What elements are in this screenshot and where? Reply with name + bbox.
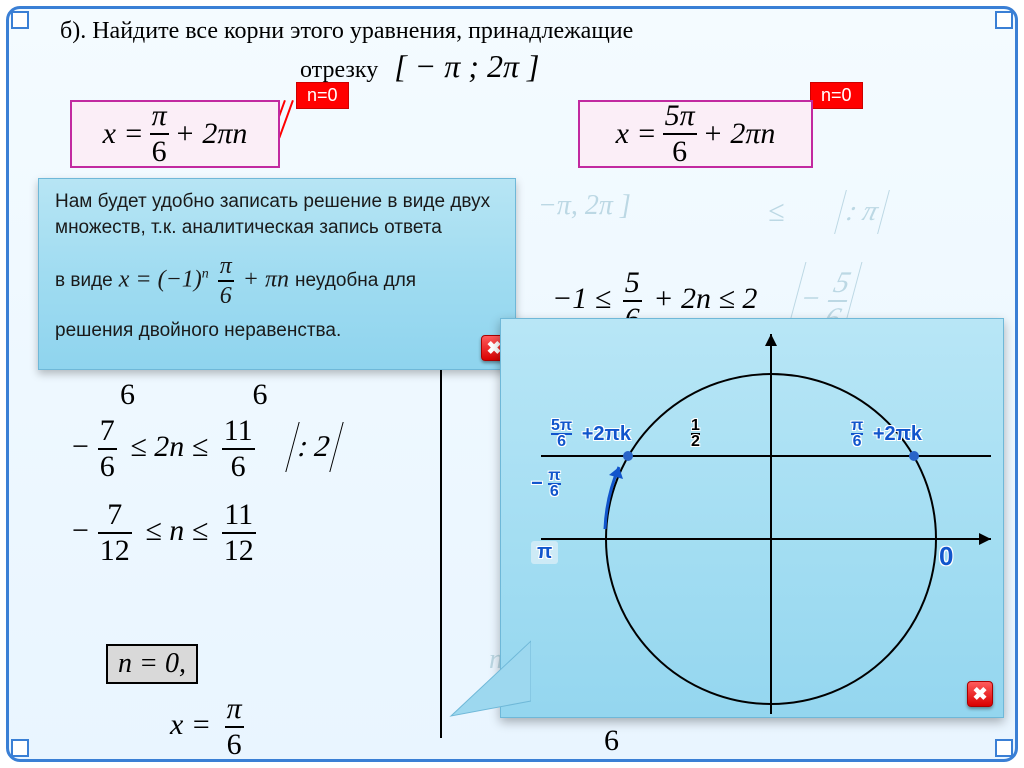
formula-tail: + 2πn (175, 117, 248, 151)
formula-tail: + 2πn (703, 117, 776, 151)
faded-interval: −π, 2π ] (538, 190, 631, 222)
hint-text-2a: в виде (55, 268, 113, 294)
corner-decoration (995, 11, 1013, 29)
hint-callout: Нам будет удобно записать решение в виде… (38, 178, 516, 370)
close-circle-button[interactable]: ✖ (967, 681, 993, 707)
label-5pi6: 5π6 +2πk (551, 419, 631, 450)
interval-label: [ − π ; 2π ] (394, 48, 539, 84)
unit-circle-svg (501, 319, 1005, 719)
formula-lhs: x = (103, 117, 144, 151)
faded-sixes: 6 6 (70, 378, 268, 412)
corner-decoration (11, 739, 29, 757)
hint-formula: x = (−1)n π 6 + πn (119, 254, 289, 308)
label-half: 12 (691, 419, 700, 450)
problem-title-line2: отрезку [ − π ; 2π ] (300, 48, 539, 85)
corner-decoration (11, 11, 29, 29)
solution-formula-1: x = π 6 + 2πn (70, 100, 280, 168)
n-value-tag-left: n=0 (296, 82, 349, 109)
title-word: отрезку (300, 57, 378, 83)
solution-formula-2: x = 5π 6 + 2πn (578, 100, 813, 168)
corner-decoration (995, 739, 1013, 757)
label-pi: π (531, 541, 558, 564)
hint-text-3: решения двойного неравенства. (55, 318, 499, 344)
label-zero: 0 (939, 541, 953, 572)
label-pi6: π6 +2πk (851, 419, 922, 450)
answer-x: x = π6 (170, 694, 244, 760)
unit-circle-panel: 5π6 +2πk π6 +2πk 12 − π6 π 0 ✖ (500, 318, 1004, 718)
faded-div-pi: : π (840, 190, 884, 234)
label-neg-pi6: − π6 (531, 469, 561, 500)
hint-text-1: Нам будет удобно записать решение в виде… (55, 189, 499, 240)
n-result-box: n = 0, (106, 644, 198, 684)
stray-six: 6 (604, 724, 619, 758)
formula-lhs: x = (616, 117, 657, 151)
callout-tail (441, 631, 531, 721)
faded-leq: ≤ (768, 195, 784, 229)
problem-title-line1: б). Найдите все корни этого уравнения, п… (60, 18, 960, 45)
inequality-step-2: − 712 ≤ n ≤ 1112 (70, 500, 256, 566)
n-value-tag-right: n=0 (810, 82, 863, 109)
hint-text-2b: неудобна для (295, 268, 416, 294)
inequality-step-1: − 76 ≤ 2n ≤ 116 : 2 (70, 416, 337, 482)
